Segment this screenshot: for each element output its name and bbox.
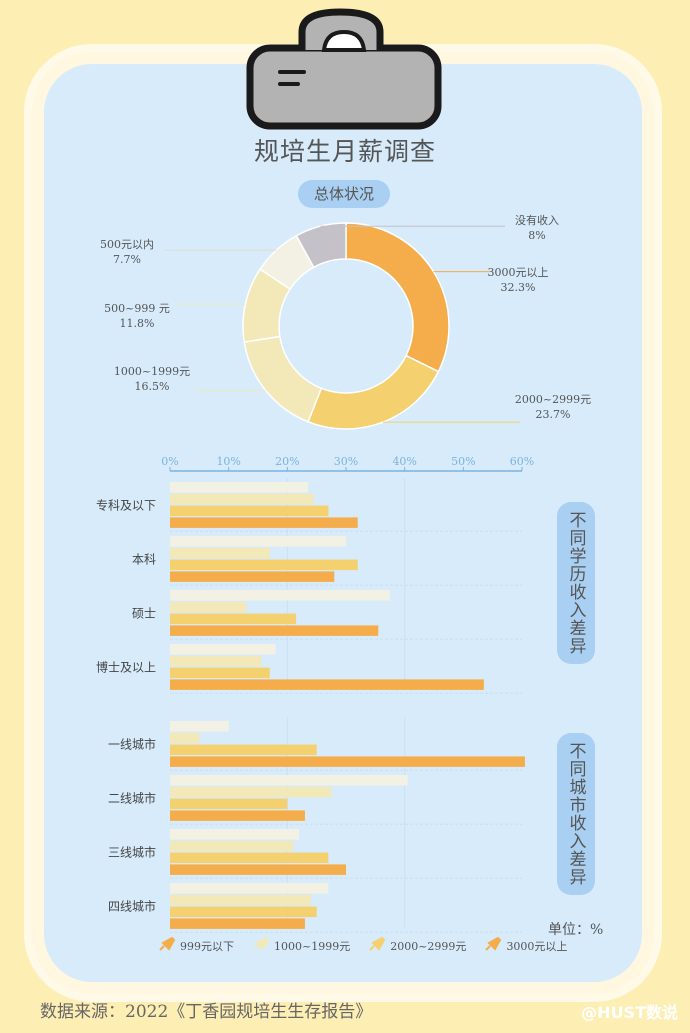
pie-slice-value: 16.5% <box>135 380 170 393</box>
bar <box>170 601 247 613</box>
bar <box>170 894 311 906</box>
bar <box>170 559 358 571</box>
bar <box>170 644 276 655</box>
category-label: 一线城市 <box>108 737 156 752</box>
legend-label: 999元以下 <box>180 939 234 953</box>
pie-slice-value: 7.7% <box>113 253 141 266</box>
x-tick-label: 20% <box>275 455 299 468</box>
category-label: 本科 <box>132 553 156 567</box>
syringe-icon <box>252 936 270 955</box>
x-tick-label: 0% <box>161 455 178 468</box>
pie-slice-value: 32.3% <box>501 281 536 294</box>
pie-slice-label: 1000~1999元 <box>114 365 190 378</box>
bar <box>170 906 317 918</box>
bar <box>170 505 329 517</box>
bar <box>170 810 305 821</box>
bar <box>170 590 390 601</box>
bar <box>170 883 329 894</box>
pie-slice <box>295 222 347 269</box>
pie-slice-label: 500元以内 <box>100 237 154 251</box>
category-label: 博士及以上 <box>96 660 156 675</box>
brand-watermark: @HUST数说 <box>581 1003 678 1022</box>
legend-item: 2000~2999元 <box>368 936 466 955</box>
pie-slice-label: 2000~2999元 <box>515 393 591 406</box>
bar <box>170 798 288 810</box>
section-city-label: 不同城市收入差异 <box>557 733 595 895</box>
legend-item: 1000~1999元 <box>252 936 350 955</box>
pie-slice-value: 23.7% <box>536 408 571 421</box>
syringe-icon <box>368 936 386 955</box>
category-label: 三线城市 <box>108 845 156 860</box>
bar <box>170 756 525 767</box>
x-tick-label: 10% <box>216 455 240 468</box>
bar <box>170 536 346 547</box>
category-label: 二线城市 <box>108 791 156 806</box>
legend-label: 2000~2999元 <box>390 939 467 953</box>
bar <box>170 918 305 929</box>
legend-label: 3000元以上 <box>506 939 568 953</box>
bar <box>170 721 229 732</box>
bar <box>170 667 270 679</box>
bar <box>170 613 297 625</box>
unit-label: 单位：% <box>548 922 604 938</box>
pie-slice-label: 没有收入 <box>515 213 559 227</box>
bar <box>170 840 294 852</box>
legend: 999元以下 1000~1999元 2000~2999元 3000元以上 <box>158 936 567 955</box>
pie-slice-value: 8% <box>528 229 545 242</box>
bar <box>170 775 408 786</box>
clipboard-clip-icon <box>240 6 450 131</box>
bar <box>170 655 261 667</box>
legend-item: 3000元以上 <box>484 936 567 955</box>
bar <box>170 852 329 864</box>
bar <box>170 829 300 840</box>
x-tick-label: 60% <box>510 455 534 468</box>
pie-slice-value: 11.8% <box>120 317 155 330</box>
page-title: 规培生月薪调查 <box>253 137 436 166</box>
bar <box>170 482 308 493</box>
category-label: 专科及以下 <box>96 498 156 513</box>
bar <box>170 786 332 798</box>
donut-chart: 3000元以上 32.3% 2000~2999元 23.7% 1000~1999元 16.… <box>100 213 591 430</box>
legend-label: 1000~1999元 <box>274 939 351 953</box>
syringe-icon <box>158 936 176 955</box>
bar <box>170 732 200 744</box>
x-tick-label: 50% <box>451 455 475 468</box>
bar <box>170 517 358 528</box>
bar <box>170 679 484 690</box>
x-tick-label: 40% <box>392 455 416 468</box>
bar <box>170 571 335 582</box>
bar <box>170 625 379 636</box>
pie-slice-label: 3000元以上 <box>488 266 549 279</box>
bar <box>170 547 270 559</box>
bar <box>170 493 314 505</box>
section-education-label: 不同学历收入差异 <box>557 502 595 664</box>
bar <box>170 864 346 875</box>
category-label: 四线城市 <box>108 899 156 914</box>
pie-slice <box>345 222 450 373</box>
bar <box>170 744 317 756</box>
data-source: 数据来源：2022《丁香园规培生生存报告》 <box>40 1002 373 1022</box>
category-label: 硕士 <box>132 607 156 621</box>
x-tick-label: 30% <box>334 455 358 468</box>
syringe-icon <box>484 936 502 955</box>
section-overall-label: 总体状况 <box>298 180 390 208</box>
legend-item: 999元以下 <box>158 936 234 955</box>
pie-slice-label: 500~999 元 <box>104 302 170 315</box>
